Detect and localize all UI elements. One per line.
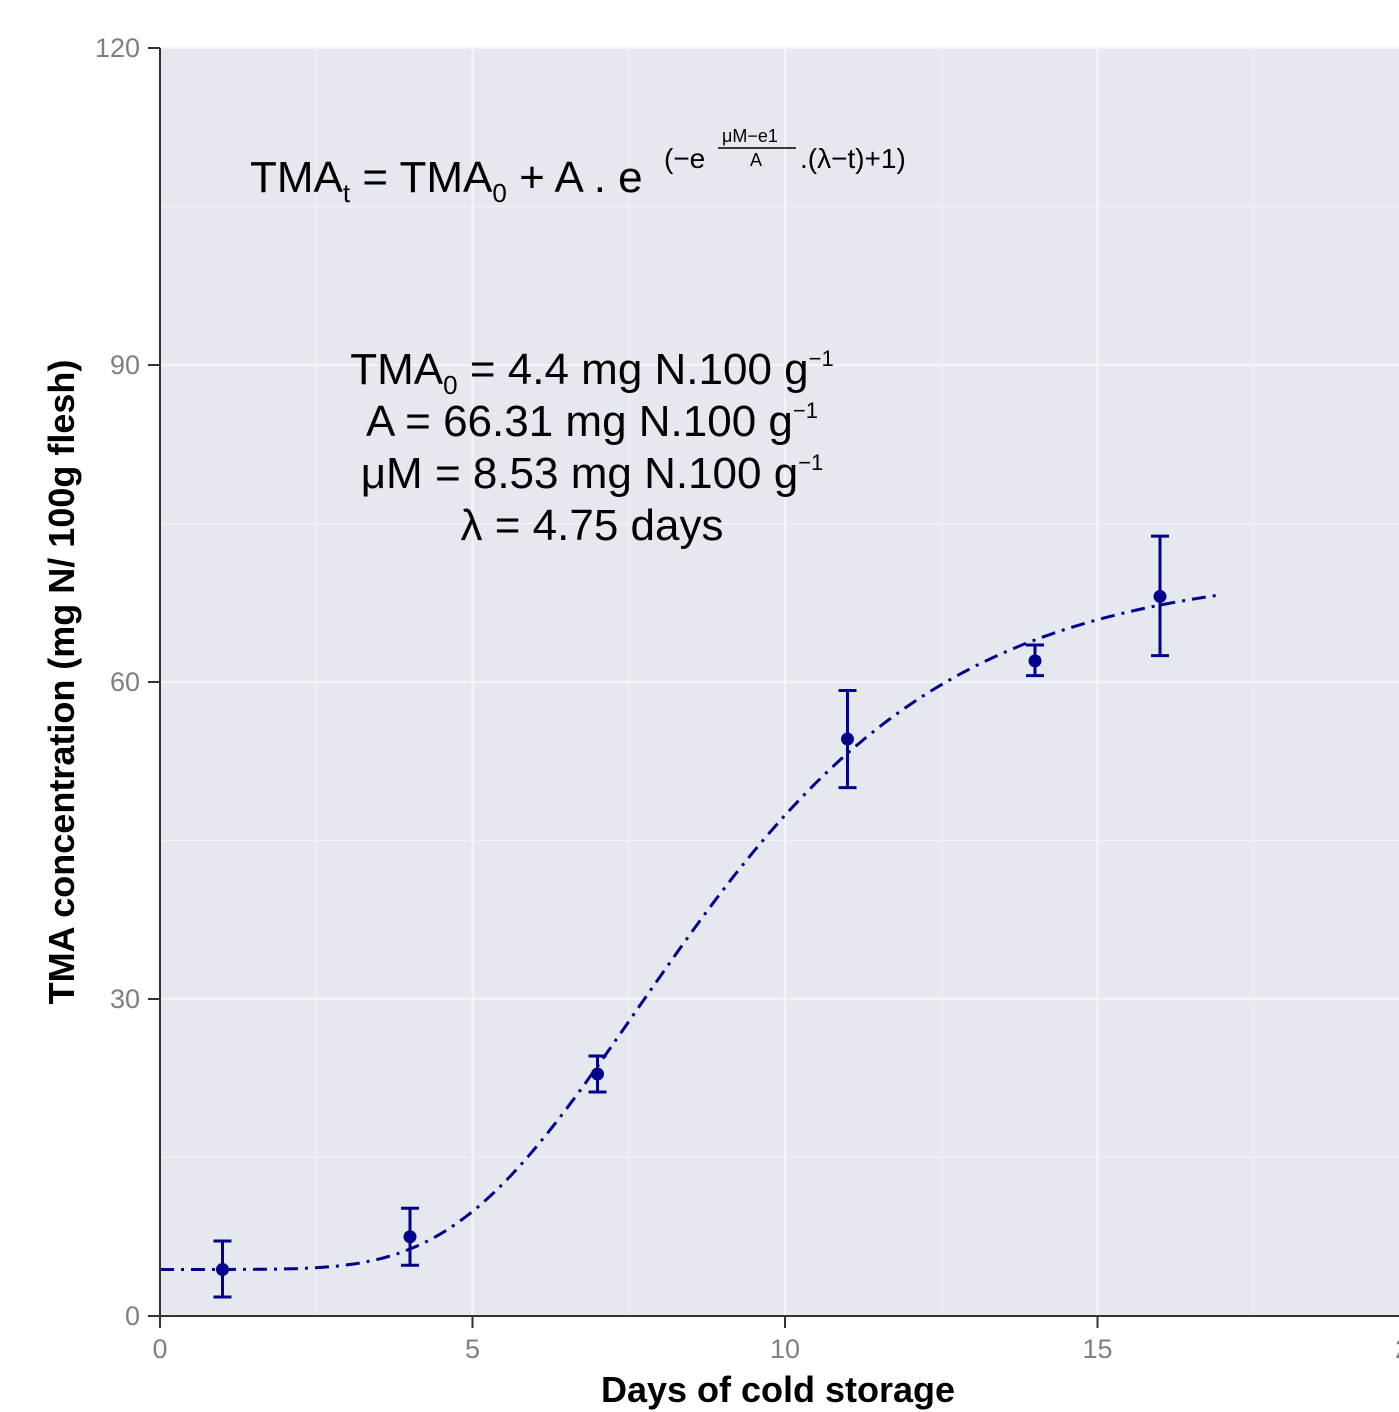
tick-labels: 0 30 60 90 120 0 5 10 15 20 <box>95 33 1399 1364</box>
eq-equals: = <box>350 153 399 202</box>
x-tick-label: 0 <box>152 1334 167 1364</box>
parameter-superscript: −1 <box>793 398 818 423</box>
fit-curve <box>160 593 1223 1271</box>
y-tick-label: 0 <box>125 1301 140 1331</box>
parameter-subscript: 0 <box>443 370 457 400</box>
x-tick-label: 20 <box>1395 1334 1399 1364</box>
y-axis-title: TMA concentration (mg N/ 100g flesh) <box>41 360 82 1005</box>
x-axis-title: Days of cold storage <box>601 1369 955 1410</box>
y-tick-label: 120 <box>95 33 140 63</box>
x-tick-label: 10 <box>770 1334 800 1364</box>
data-points <box>216 589 1167 1277</box>
fit-curve-group <box>160 593 1223 1271</box>
parameter-value: = 4.4 mg N.100 g <box>458 345 809 394</box>
data-point <box>403 1230 417 1244</box>
parameter-name: μM <box>361 449 423 498</box>
axes <box>148 47 1399 1328</box>
parameter-value: = 4.75 days <box>483 501 724 550</box>
parameter-name: λ <box>461 501 483 550</box>
eq-rhs2: + A . e <box>507 153 643 202</box>
parameter-line: μM = 8.53 mg N.100 g−1 <box>361 449 824 498</box>
equation-annotation: TMAt = TMA0 + A . e <box>250 153 643 208</box>
eq-lhs-sub: t <box>343 178 351 208</box>
y-tick-label: 30 <box>110 984 140 1014</box>
equation-exp-b: .(λ−t)+1) <box>800 143 906 174</box>
parameter-line: λ = 4.75 days <box>461 501 724 550</box>
y-tick-label: 90 <box>110 350 140 380</box>
x-tick-label: 5 <box>465 1334 480 1364</box>
parameter-line: TMA0 = 4.4 mg N.100 g−1 <box>350 345 833 400</box>
data-point <box>216 1263 229 1277</box>
parameter-value: = 66.31 mg N.100 g <box>393 397 793 446</box>
eq-rhs1: TMA <box>399 153 493 202</box>
equation-frac-den: A <box>750 150 762 170</box>
data-point <box>1153 589 1167 603</box>
equation-exp-a: (−e <box>664 143 705 174</box>
parameter-name: TMA <box>350 345 444 394</box>
parameter-value: = 8.53 mg N.100 g <box>423 449 798 498</box>
x-tick-label: 15 <box>1082 1334 1112 1364</box>
parameter-superscript: −1 <box>798 450 823 475</box>
eq-rhs1-sub: 0 <box>492 178 506 208</box>
equation-frac-num: μM−e1 <box>722 126 778 146</box>
parameter-annotation: TMA0 = 4.4 mg N.100 g−1A = 66.31 mg N.10… <box>350 345 833 550</box>
parameter-name: A <box>366 397 396 446</box>
y-tick-label: 60 <box>110 667 140 697</box>
parameter-superscript: −1 <box>809 346 834 371</box>
data-point <box>1028 654 1042 668</box>
parameter-line: A = 66.31 mg N.100 g−1 <box>366 397 818 446</box>
eq-lhs: TMA <box>250 153 344 202</box>
data-point <box>591 1067 604 1081</box>
data-point <box>841 732 854 746</box>
